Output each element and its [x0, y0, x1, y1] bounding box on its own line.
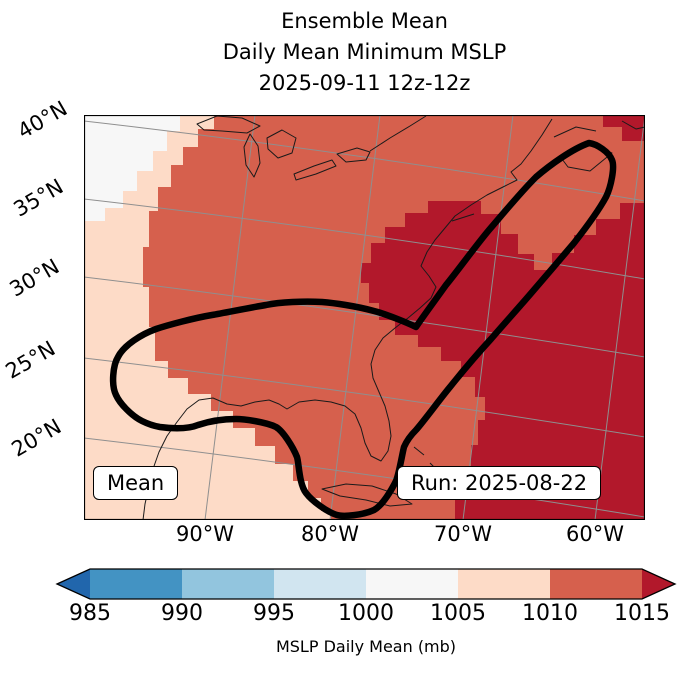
colorbar-seg-1000-1005 — [366, 569, 458, 599]
colorbar-arrow-low — [57, 569, 90, 599]
long-island — [451, 213, 475, 222]
cbar-tick-985: 985 — [69, 601, 111, 626]
lon-label-80w: 80°W — [301, 522, 359, 546]
colorbar-seg-1010-1015 — [550, 569, 642, 599]
cuba — [321, 483, 413, 507]
plot-title: Ensemble Mean Daily Mean Minimum MSLP 20… — [84, 6, 645, 99]
mean-label-box: Mean — [93, 466, 179, 501]
map-frame — [84, 115, 645, 520]
colorbar-seg-985-990 — [90, 569, 182, 599]
title-line-3: 2025-09-11 12z-12z — [258, 71, 471, 95]
cbar-tick-990: 990 — [161, 601, 203, 626]
colorbar-seg-990-995 — [182, 569, 274, 599]
lake-ontario — [336, 147, 371, 163]
lat-label-25n: 25°N — [1, 336, 60, 384]
graticule — [84, 115, 645, 520]
cbar-tick-1005: 1005 — [430, 601, 486, 626]
cbar-tick-1010: 1010 — [522, 601, 578, 626]
map-canvas: Mean Run: 2025-08-22 — [84, 115, 645, 520]
lat-label-35n: 35°N — [9, 174, 68, 222]
meridian-70w — [462, 115, 514, 520]
colorbar-arrow-high — [642, 569, 675, 599]
parallel-40n — [84, 120, 645, 202]
coastline-east-gulf — [142, 118, 553, 520]
colorbar-seg-995-1000 — [274, 569, 366, 599]
lake-superior — [196, 115, 261, 134]
cbar-tick-1000: 1000 — [338, 601, 394, 626]
lake-erie — [293, 159, 337, 181]
colorbar-label: MSLP Daily Mean (mb) — [275, 637, 457, 656]
lat-label-30n: 30°N — [5, 254, 64, 302]
lon-label-60w: 60°W — [566, 522, 624, 546]
colorbar — [55, 568, 677, 600]
colorbar-outline — [55, 568, 677, 600]
fill-gt1015-corner — [603, 115, 645, 141]
fill-1005-1010-region — [84, 115, 331, 520]
lake-michigan — [243, 133, 261, 178]
lon-label-90w: 90°W — [176, 522, 234, 546]
colorbar-seg-1005-1010 — [458, 569, 550, 599]
newfoundland — [621, 120, 645, 130]
cbar-tick-1015: 1015 — [614, 601, 670, 626]
meridian-80w — [329, 115, 381, 520]
lake-huron — [266, 129, 297, 159]
run-date-box: Run: 2025-08-22 — [397, 466, 602, 501]
meridian-60w — [594, 115, 645, 520]
title-line-1: Ensemble Mean — [281, 9, 448, 33]
fill-1000-1005-region — [84, 115, 180, 221]
lat-label-20n: 20°N — [7, 414, 66, 462]
ensemble-contour-outline — [109, 139, 617, 520]
parallel-25n — [84, 357, 645, 438]
parallel-30n — [84, 276, 645, 358]
st-lawrence-river — [369, 115, 427, 152]
gulf-st-lawrence-coast — [553, 126, 597, 138]
coastlines — [142, 115, 645, 520]
lat-label-40n: 40°N — [13, 96, 72, 144]
lon-label-70w: 70°W — [434, 522, 492, 546]
colorbar-ticks: 985 990 995 1000 1005 1010 1015 — [0, 601, 688, 629]
lon-axis: 90°W 80°W 70°W 60°W — [0, 522, 688, 550]
map-svg — [84, 115, 645, 520]
parallel-35n — [84, 198, 645, 280]
title-line-2: Daily Mean Minimum MSLP — [222, 40, 507, 64]
cbar-tick-995: 995 — [253, 601, 295, 626]
meridian-90w — [204, 115, 256, 520]
